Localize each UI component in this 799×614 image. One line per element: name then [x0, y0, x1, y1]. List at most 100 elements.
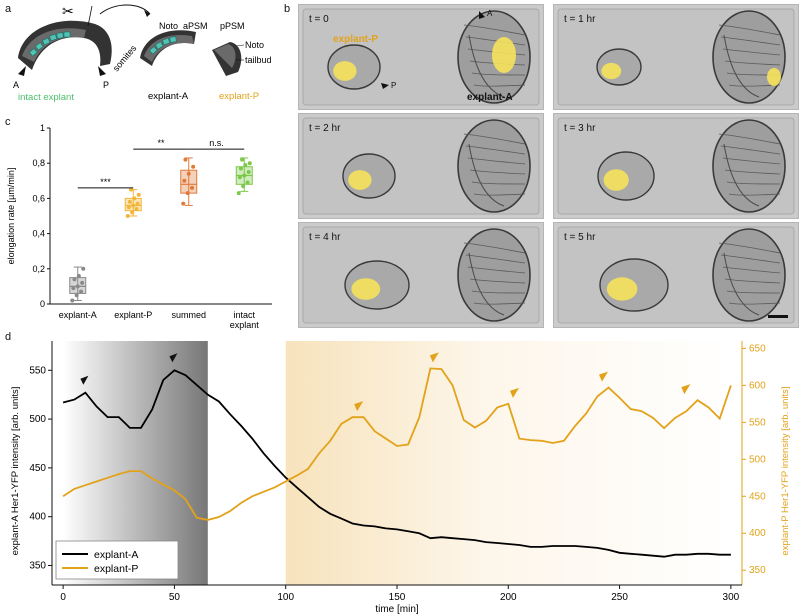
panel-label-a: a [5, 3, 12, 15]
data-point [75, 284, 80, 289]
arrow-A-label: A [487, 9, 493, 18]
label-somites: somites [111, 43, 139, 74]
x-tick-label: 250 [611, 592, 628, 603]
time-label: t = 3 hr [564, 123, 596, 134]
data-point [80, 280, 85, 285]
data-point [242, 173, 247, 178]
panel-label-b: b [284, 3, 291, 15]
arrow-A-icon [18, 66, 26, 76]
data-point [134, 206, 139, 211]
data-point [183, 157, 188, 162]
timelapse-frame: t = 5 hr [553, 222, 799, 328]
box-2 [180, 157, 198, 206]
curved-arrow [99, 4, 151, 15]
box-0 [69, 266, 87, 303]
cut-line [87, 5, 93, 27]
y-tick-label: 0,4 [32, 229, 45, 239]
data-point [72, 277, 77, 282]
peak-marker-A-icon [169, 353, 178, 363]
label-intact-explant: intact explant [18, 92, 74, 103]
panel-label-d: d [5, 331, 12, 343]
box-3 [235, 157, 253, 196]
data-point [71, 286, 76, 291]
x-tick-label: explant-A [59, 310, 97, 320]
peak-marker-P-icon [599, 371, 608, 382]
explant-P-embryo [596, 48, 781, 86]
elongation-boxplot: 0 0,2 0,4 0,6 0,8 1 elongation rate [µm/min] ex… [6, 123, 272, 330]
panel-label-c: c [5, 116, 11, 128]
right-tick-label: 450 [749, 491, 766, 502]
data-point [126, 205, 131, 210]
peak-marker-P-icon [681, 384, 691, 395]
explant-A-label: explant-A [467, 92, 513, 103]
x-tick-label: 50 [169, 592, 181, 603]
explant-P-yfp-signal [351, 278, 381, 300]
x-tick-label: 0 [60, 592, 66, 603]
legend: explant-A explant-P [55, 540, 179, 580]
x-tick-label: summed [171, 310, 206, 320]
x-axis-label: time [min] [375, 604, 419, 614]
explant-P-yfp-signal [603, 169, 629, 191]
legend-label: explant-P [94, 563, 138, 575]
explant-A-yfp-signal [492, 37, 516, 73]
label-explant-P: explant-P [219, 91, 259, 102]
data-point [129, 187, 134, 192]
explant-P-yfp-signal [348, 170, 372, 190]
explant-P-embryo [344, 260, 410, 310]
data-point [181, 201, 186, 206]
peak-marker-P-icon [354, 401, 364, 412]
time-label: t = 5 hr [564, 232, 596, 243]
label-noto-a: Noto [159, 21, 178, 31]
label-A: A [13, 80, 19, 90]
her1-intensity-chart: 0 50 100 150 200 250 300 time [min] 350 400 450 500… [10, 341, 791, 614]
timelapse-frame: t = 1 hr [553, 4, 799, 110]
x-tick-label: explant-P [114, 310, 152, 320]
right-tick-label: 400 [749, 528, 766, 539]
explant-A-somites [148, 36, 177, 55]
right-tick-label: 350 [749, 565, 766, 576]
explant-A-embryo [712, 10, 786, 104]
data-point [132, 196, 137, 201]
intact-explant-shape [18, 20, 112, 70]
right-tick-label: 550 [749, 417, 766, 428]
right-axis-label: explant-P Her1-YFP intensity [arb. units… [780, 386, 791, 555]
arrow-P-label: P [391, 81, 396, 90]
data-point [79, 289, 84, 294]
time-label: t = 4 hr [309, 232, 341, 243]
peak-marker-P-icon [509, 387, 519, 398]
data-point [135, 201, 140, 206]
peak-marker-A-icon [80, 375, 89, 385]
data-point [125, 214, 130, 218]
y-tick-label: 0 [40, 299, 45, 309]
y-tick-label: 0,2 [32, 264, 45, 274]
data-point [185, 191, 190, 196]
explant-P-label: explant-P [333, 34, 378, 45]
data-point [237, 175, 242, 180]
data-point [191, 164, 196, 169]
left-axis-label: explant-A Her1-YFP intensity [arb. units… [10, 387, 21, 556]
label-ppsm: pPSM [220, 21, 245, 31]
explant-P-embryo [597, 151, 655, 201]
explant-P-yfp-signal [606, 277, 638, 301]
explant-schematic: A P intact explant ✂ somites Noto aPSM e… [13, 3, 272, 103]
x-tick-label: 100 [277, 592, 294, 603]
y-tick-label: 0,8 [32, 158, 45, 168]
label-noto-p: Noto [245, 40, 264, 50]
arrowhead-A-icon [479, 11, 485, 19]
right-tick-label: 650 [749, 343, 766, 354]
arrow-P-icon [98, 66, 106, 76]
label-explant-A: explant-A [148, 91, 189, 102]
data-point [70, 298, 75, 303]
shaded-region-P [285, 341, 731, 585]
explant-P-embryo [342, 153, 396, 199]
intact-explant-somites [28, 31, 71, 57]
data-point [236, 191, 241, 196]
timelapse-frame: t = 4 hr [298, 222, 544, 328]
left-tick-label: 350 [29, 560, 46, 571]
left-tick-label: 450 [29, 463, 46, 474]
data-point [238, 166, 243, 171]
data-point [182, 178, 187, 183]
scale-bar [768, 315, 788, 318]
significance-label: ** [157, 138, 165, 148]
x-tick-label: 300 [723, 592, 740, 603]
